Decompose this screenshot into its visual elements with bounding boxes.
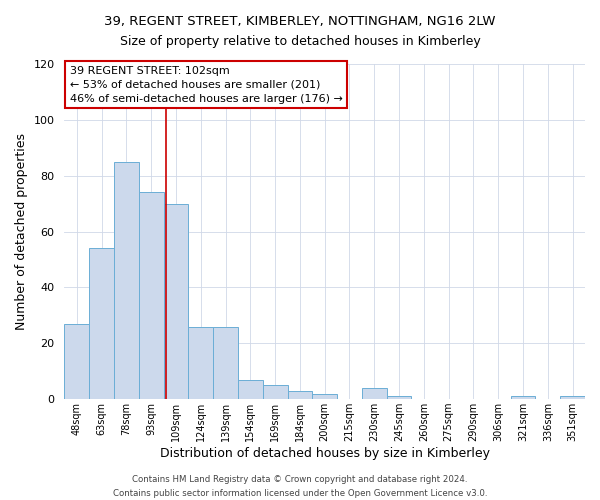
Bar (89, 248, 114, 399)
Bar (386, 396, 412, 399)
Bar (64, 324, 89, 399)
Bar (287, 391, 313, 399)
Bar (139, 192, 164, 399)
Text: Contains HM Land Registry data © Crown copyright and database right 2024.
Contai: Contains HM Land Registry data © Crown c… (113, 476, 487, 498)
Text: 39 REGENT STREET: 102sqm
← 53% of detached houses are smaller (201)
46% of semi-: 39 REGENT STREET: 102sqm ← 53% of detach… (70, 66, 343, 104)
Bar (238, 380, 263, 399)
Text: Size of property relative to detached houses in Kimberley: Size of property relative to detached ho… (119, 35, 481, 48)
Y-axis label: Number of detached properties: Number of detached properties (15, 133, 28, 330)
Bar (511, 396, 535, 399)
Bar (560, 396, 585, 399)
Bar (188, 326, 213, 399)
X-axis label: Distribution of detached houses by size in Kimberley: Distribution of detached houses by size … (160, 447, 490, 460)
Bar (213, 326, 238, 399)
Bar (313, 394, 337, 399)
Bar (263, 385, 287, 399)
Bar (362, 388, 386, 399)
Bar (114, 162, 139, 399)
Text: 39, REGENT STREET, KIMBERLEY, NOTTINGHAM, NG16 2LW: 39, REGENT STREET, KIMBERLEY, NOTTINGHAM… (104, 15, 496, 28)
Bar (164, 204, 188, 399)
